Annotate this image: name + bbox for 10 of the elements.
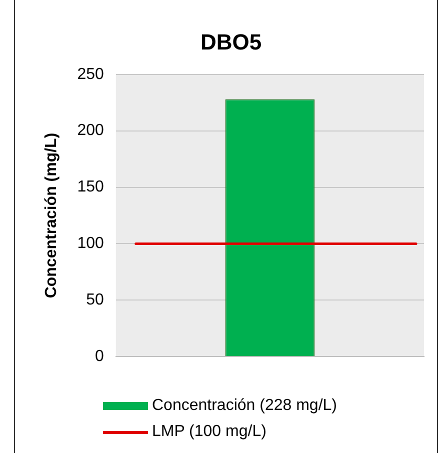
legend-label: Concentración (228 mg/L) [152,397,337,415]
chart-title: DBO5 [200,29,262,54]
y-tick-label: 0 [94,348,104,366]
y-tick-label: 250 [77,66,104,83]
y-tick-label: 150 [77,178,104,196]
y-tick-label: 100 [77,235,104,252]
y-axis-title: Concentración (mg/L) [43,132,60,298]
y-tick-label: 200 [77,122,104,140]
y-tick-label: 50 [86,292,104,309]
legend-label: LMP (100 mg/L) [152,423,266,441]
